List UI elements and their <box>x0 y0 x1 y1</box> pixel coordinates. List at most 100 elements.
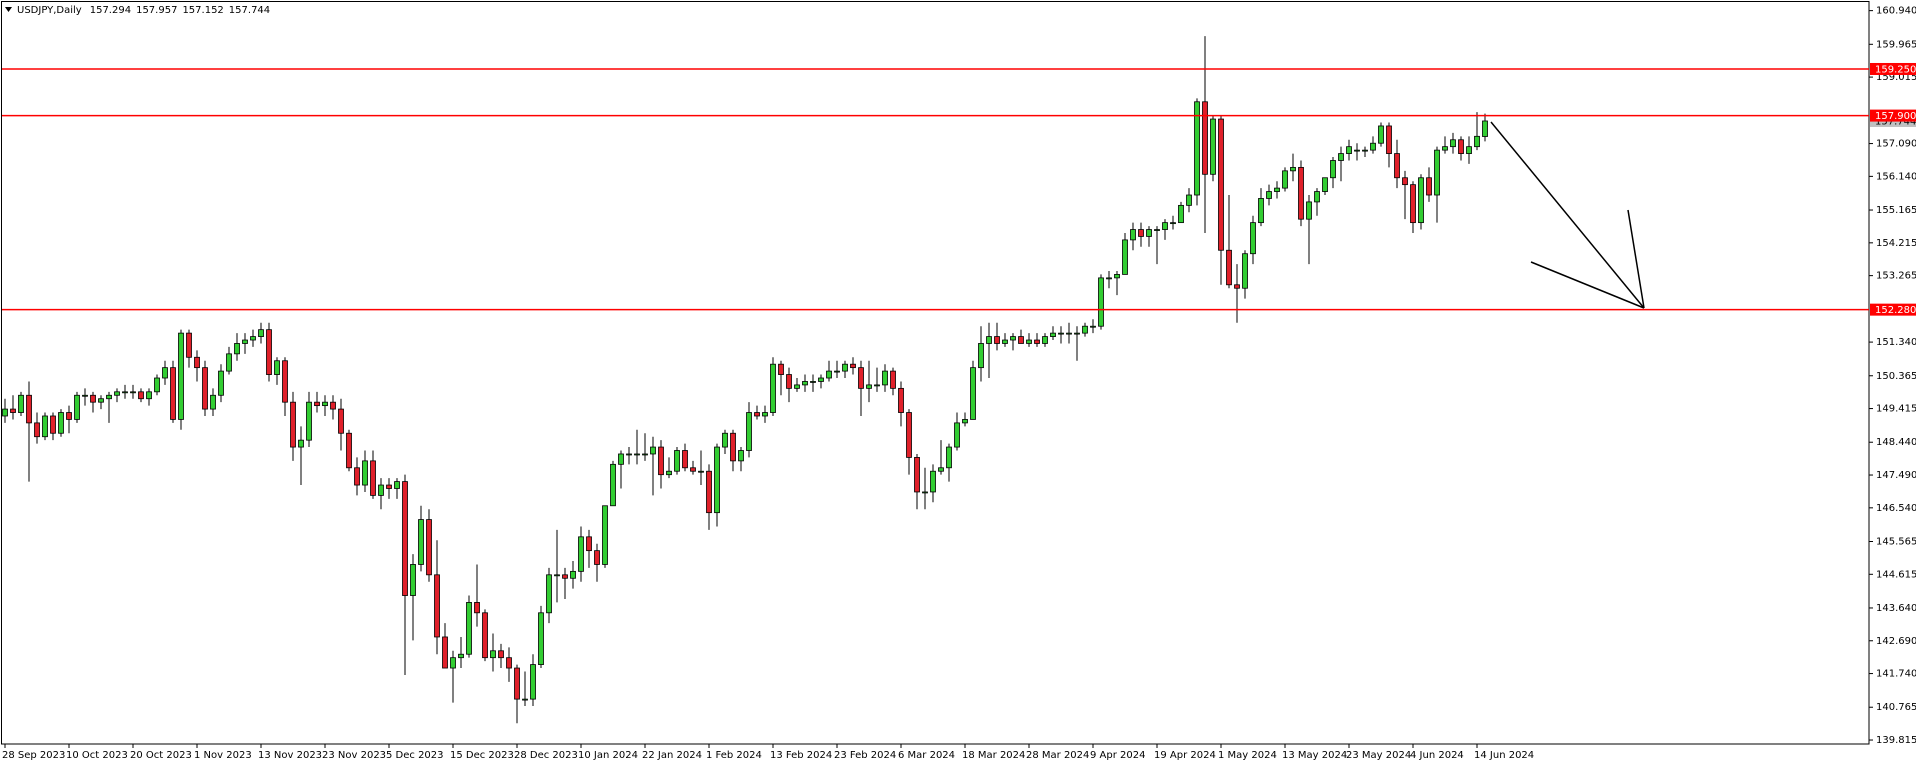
candle-body <box>1466 146 1472 154</box>
x-tick-label: 9 Apr 2024 <box>1090 750 1145 761</box>
candle-body <box>1322 177 1328 192</box>
candle-body <box>1210 118 1216 175</box>
candle-body <box>490 650 496 659</box>
candle-body <box>650 446 656 455</box>
candle-body <box>626 453 632 456</box>
candle-body <box>410 564 416 596</box>
header-value: 157.294 <box>90 5 131 16</box>
candle-body <box>330 401 336 410</box>
candle-body <box>842 363 848 372</box>
y-tick-label: 139.815 <box>1876 735 1916 746</box>
last-price-label: 157.744 <box>1875 116 1916 127</box>
y-tick-label: 154.215 <box>1876 238 1916 249</box>
candle-body <box>1010 336 1016 341</box>
candle-body <box>1146 229 1152 237</box>
y-tick-label: 142.690 <box>1876 636 1916 647</box>
candle-body <box>1266 191 1272 199</box>
candle-body <box>234 343 240 355</box>
candle-body <box>482 612 488 659</box>
x-tick-label: 10 Oct 2023 <box>66 750 128 761</box>
candle-body <box>1442 146 1448 151</box>
candle-body <box>154 377 160 393</box>
x-tick-label: 14 Jun 2024 <box>1474 750 1534 761</box>
x-tick-label: 18 Mar 2024 <box>962 750 1025 761</box>
candle-body <box>794 384 800 389</box>
candle-body <box>946 446 952 469</box>
candle-body <box>546 574 552 614</box>
candle-body <box>50 415 56 434</box>
candle-body <box>1482 120 1488 137</box>
candle-body <box>610 463 616 507</box>
candle-body <box>1034 339 1040 344</box>
candle-body <box>1338 153 1344 161</box>
x-tick-label: 28 Mar 2024 <box>1026 750 1089 761</box>
candle-body <box>138 391 144 400</box>
candle-body <box>1162 222 1168 230</box>
candle-body <box>1066 332 1072 335</box>
candle-body <box>866 384 872 389</box>
y-tick-label: 153.265 <box>1876 271 1916 282</box>
candle-body <box>962 419 968 424</box>
candle-body <box>938 467 944 472</box>
candle-body <box>186 332 192 358</box>
candle-body <box>706 470 712 514</box>
candle-body <box>906 412 912 458</box>
candle-body <box>634 453 640 456</box>
candle-body <box>882 370 888 386</box>
candle-body <box>1106 277 1112 280</box>
y-tick-label: 145.565 <box>1876 536 1916 547</box>
candle-body <box>378 484 384 496</box>
candle-body <box>1202 101 1208 175</box>
candle-body <box>562 574 568 579</box>
candle-body <box>970 367 976 420</box>
candle-body <box>1138 229 1144 237</box>
y-tick-label: 149.415 <box>1876 404 1916 415</box>
candle-body <box>290 401 296 448</box>
level-label: 159.250 <box>1875 64 1916 75</box>
candle-body <box>506 657 512 669</box>
candle-body <box>210 394 216 410</box>
candle-body <box>1090 325 1096 328</box>
candle-body <box>914 457 920 493</box>
candle-body <box>1330 160 1336 179</box>
candle-body <box>754 412 760 417</box>
candle-body <box>642 453 648 456</box>
x-tick-label: 23 May 2024 <box>1346 750 1411 761</box>
candle-body <box>1250 222 1256 255</box>
candle-body <box>890 370 896 389</box>
candle-body <box>986 336 992 344</box>
y-tick-label: 150.365 <box>1876 371 1916 382</box>
x-tick-label: 10 Jan 2024 <box>578 750 638 761</box>
candle-body <box>810 381 816 383</box>
menu-triangle[interactable] <box>5 7 12 12</box>
candle-body <box>1226 249 1232 286</box>
candle-body <box>746 412 752 451</box>
x-tick-label: 15 Dec 2023 <box>450 750 514 761</box>
candle-body <box>1298 166 1304 220</box>
plot-frame <box>1 1 1870 745</box>
candle-body <box>682 450 688 469</box>
candle-body <box>586 536 592 552</box>
candle-body <box>250 336 256 341</box>
candle-body <box>122 391 128 394</box>
y-tick-label: 156.140 <box>1876 171 1916 182</box>
candle-body <box>298 439 304 448</box>
candle-body <box>90 394 96 403</box>
y-tick-label: 143.640 <box>1876 603 1916 614</box>
candle-body <box>346 432 352 469</box>
candle-body <box>850 363 856 369</box>
candle-body <box>42 415 48 438</box>
level-label: 157.900 <box>1875 111 1916 122</box>
x-tick-label: 23 Feb 2024 <box>834 750 896 761</box>
candle-body <box>442 636 448 669</box>
candle-body <box>74 394 80 420</box>
candle-body <box>738 450 744 462</box>
candle-body <box>458 653 464 659</box>
candle-body <box>666 470 672 476</box>
candle-body <box>386 484 392 489</box>
candle-body <box>1306 201 1312 220</box>
candle-body <box>578 536 584 572</box>
candle-body <box>554 574 560 577</box>
candle-body <box>266 329 272 375</box>
